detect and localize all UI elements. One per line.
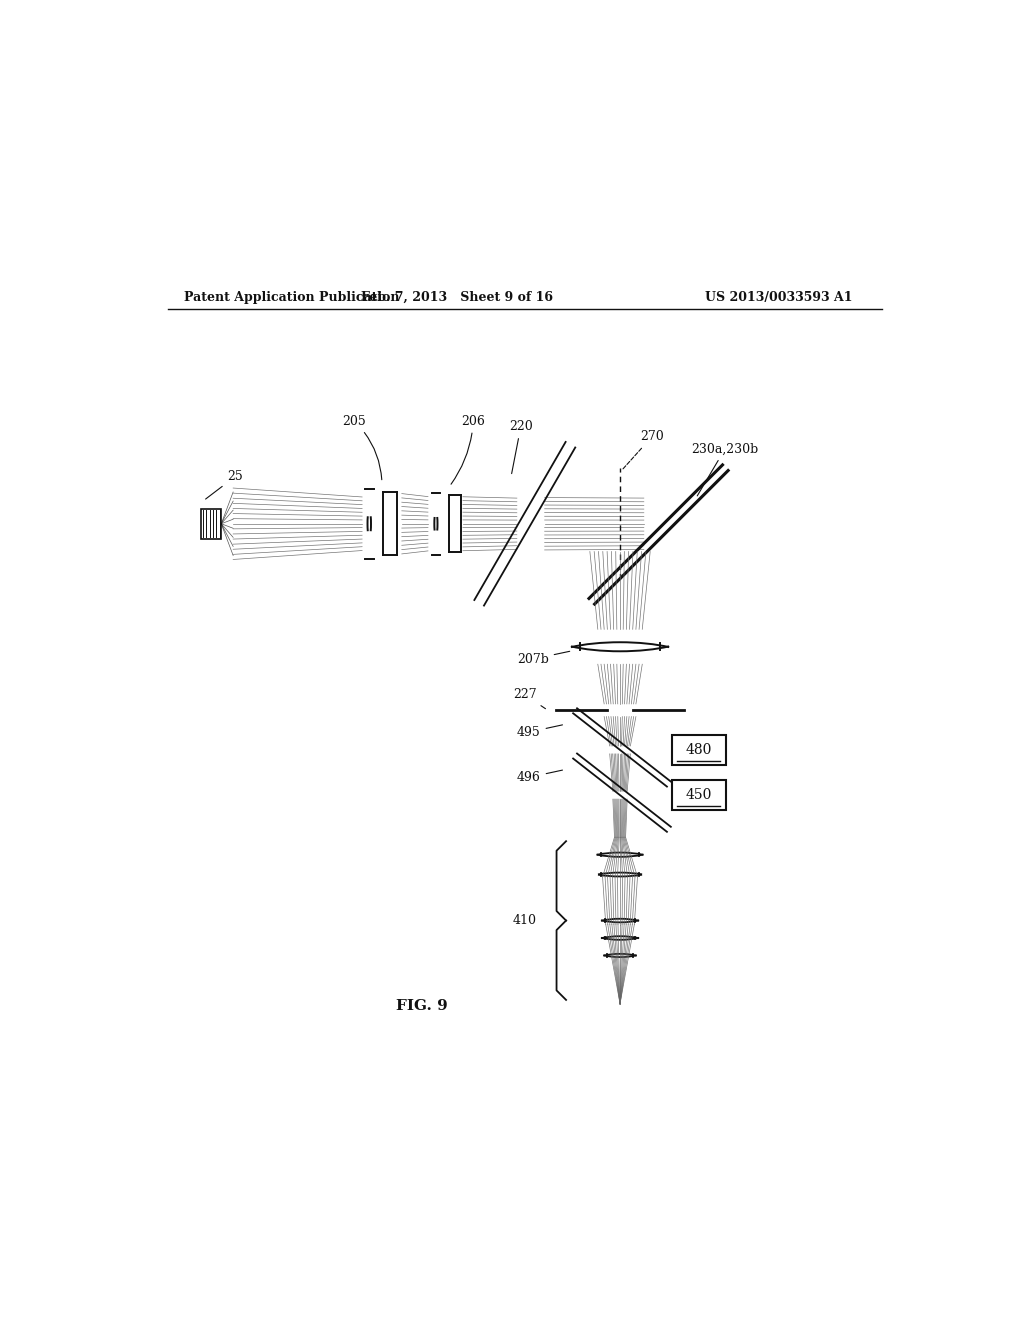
- Text: 207b: 207b: [517, 651, 569, 665]
- Text: US 2013/0033593 A1: US 2013/0033593 A1: [705, 292, 853, 304]
- Text: 220: 220: [509, 420, 532, 474]
- Text: 450: 450: [685, 788, 712, 803]
- Text: 480: 480: [685, 743, 712, 756]
- Text: Feb. 7, 2013   Sheet 9 of 16: Feb. 7, 2013 Sheet 9 of 16: [361, 292, 553, 304]
- Text: 270: 270: [622, 430, 664, 470]
- Bar: [672, 735, 726, 766]
- Text: 410: 410: [513, 913, 537, 927]
- Text: 227: 227: [513, 688, 546, 709]
- Polygon shape: [202, 508, 221, 539]
- Bar: [672, 780, 726, 810]
- Text: 205: 205: [342, 414, 382, 479]
- Text: Patent Application Publication: Patent Application Publication: [183, 292, 399, 304]
- Text: 496: 496: [517, 770, 562, 784]
- Text: FIG. 9: FIG. 9: [395, 999, 447, 1014]
- Text: 206: 206: [451, 414, 485, 484]
- Text: 25: 25: [206, 470, 243, 499]
- Text: 230a,230b: 230a,230b: [691, 442, 759, 496]
- Text: 495: 495: [517, 725, 562, 739]
